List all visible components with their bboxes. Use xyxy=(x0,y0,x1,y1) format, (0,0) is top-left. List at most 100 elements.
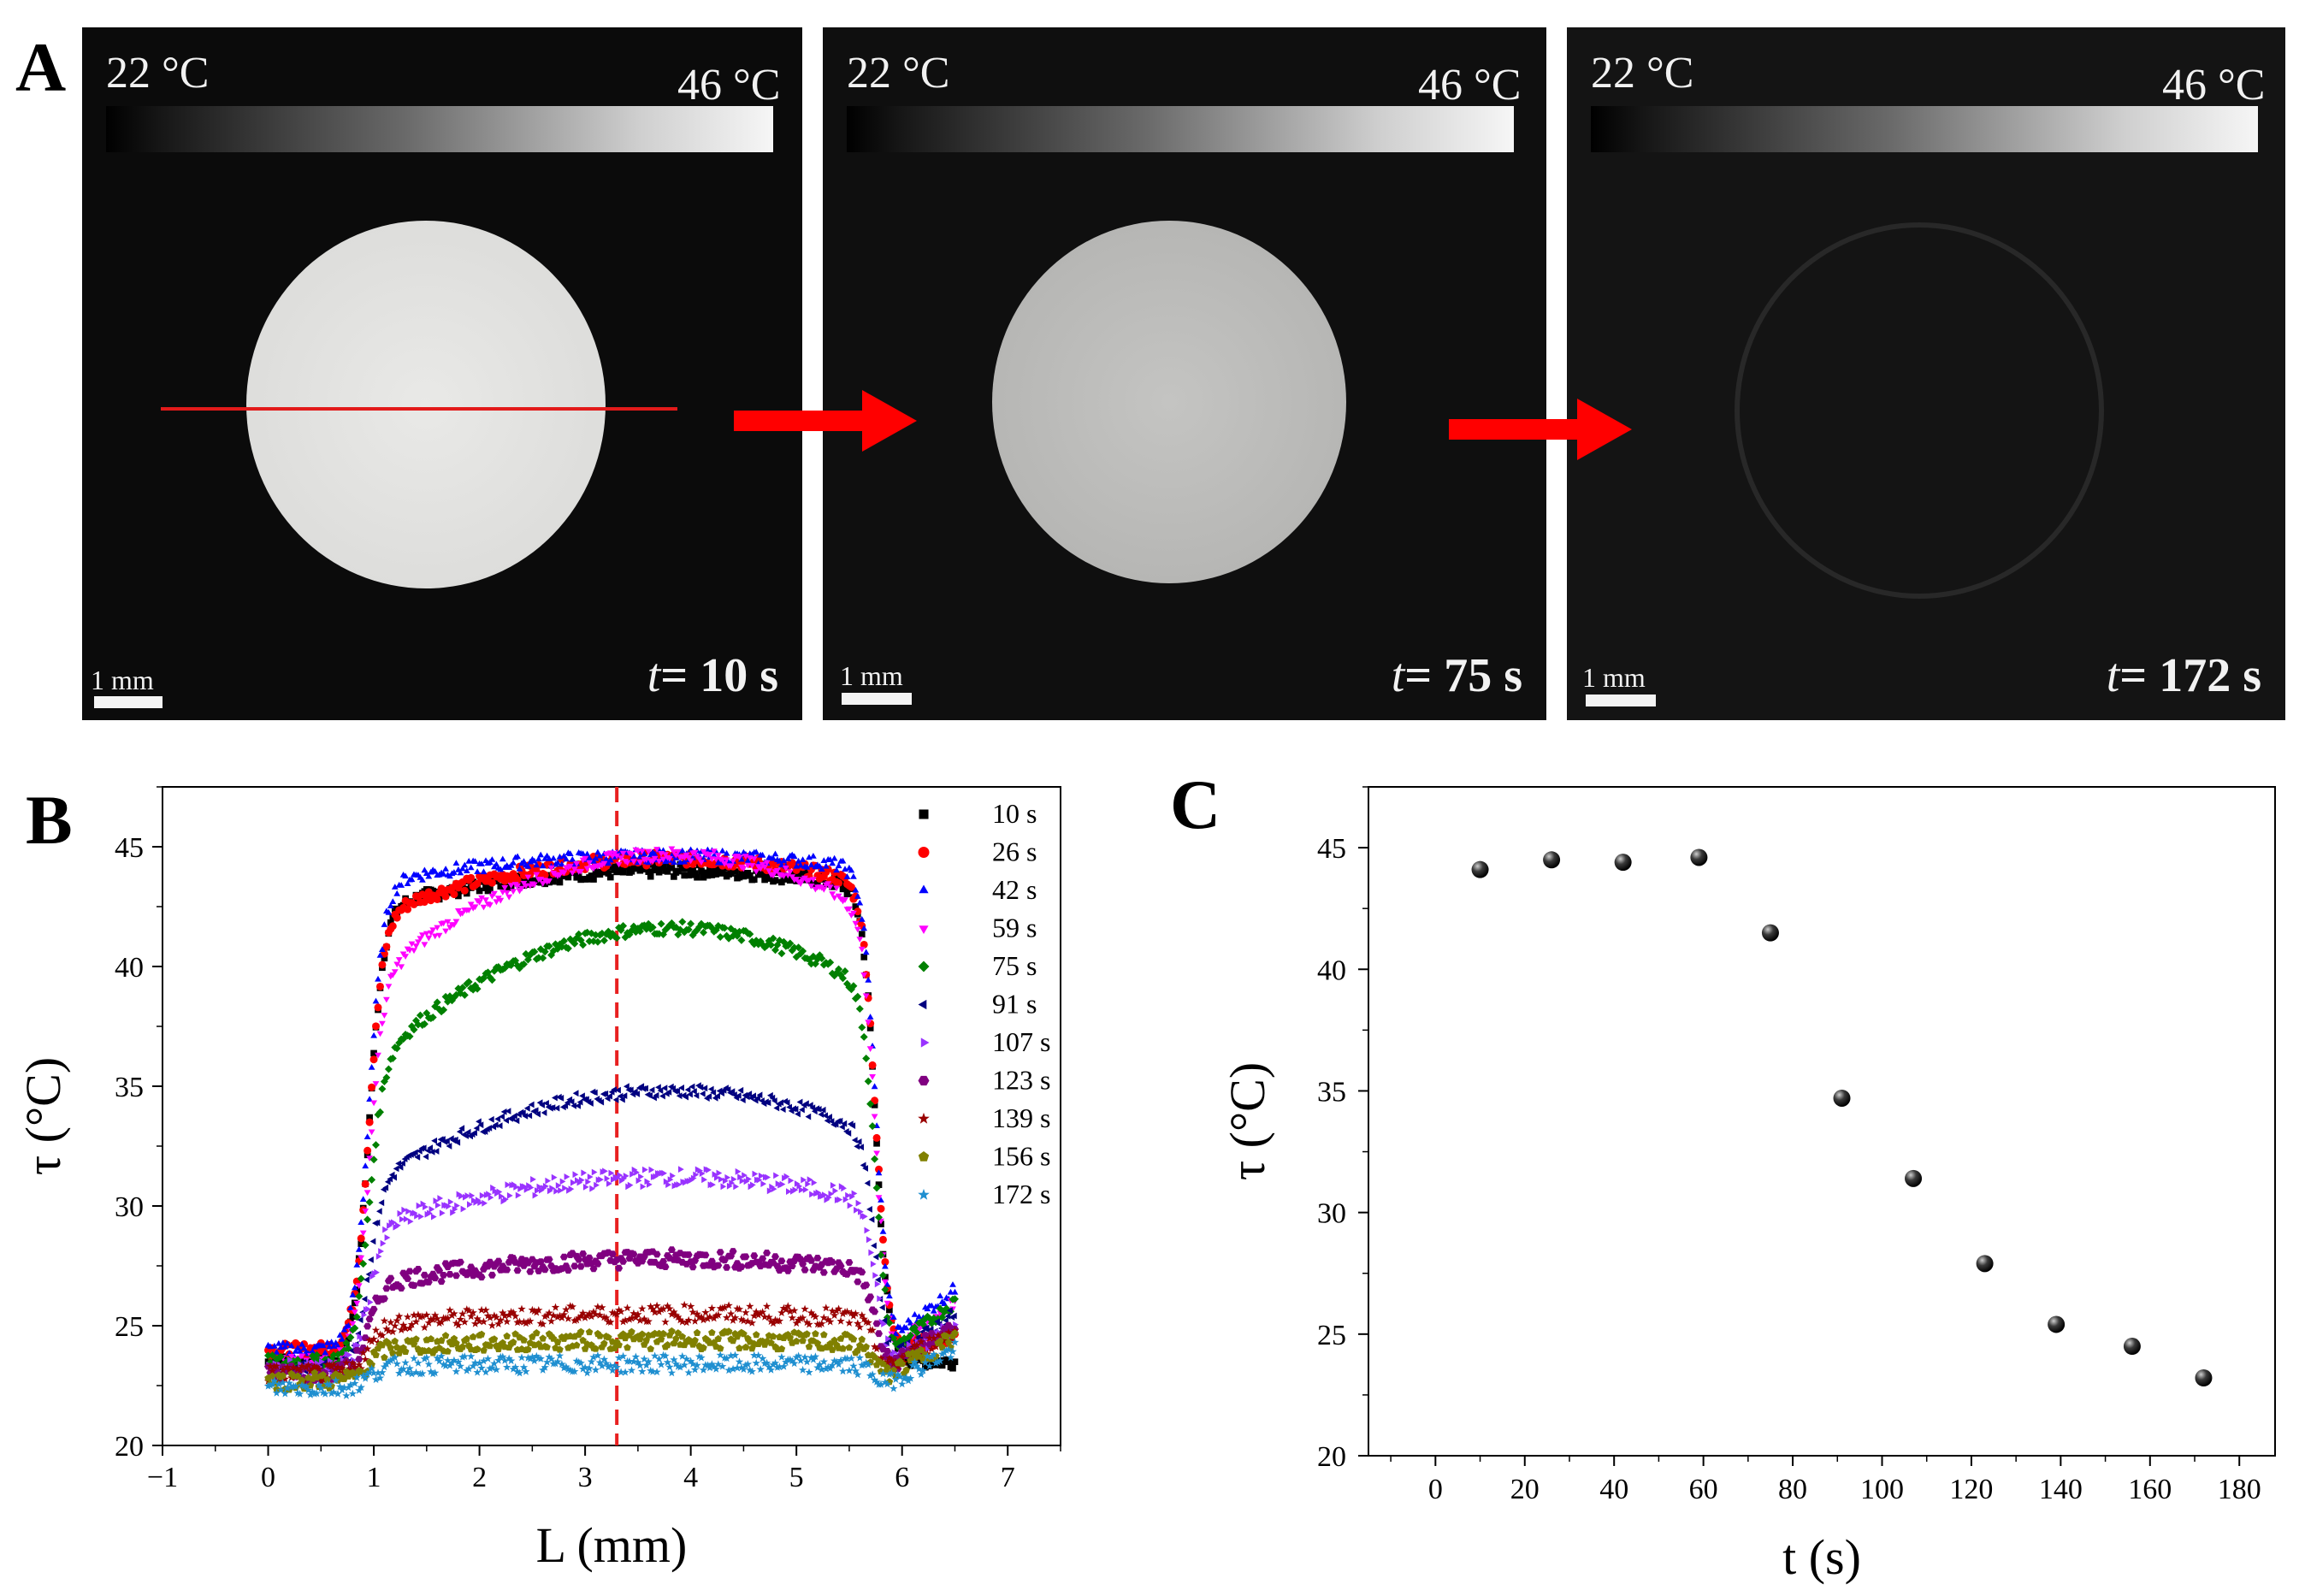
data-point xyxy=(913,1328,921,1337)
data-point xyxy=(365,1305,372,1313)
data-point xyxy=(855,1005,864,1013)
data-point xyxy=(411,948,417,955)
data-point xyxy=(706,866,713,873)
data-point xyxy=(532,1191,539,1199)
data-point xyxy=(822,1364,830,1373)
arrow-shape xyxy=(734,390,917,452)
data-point xyxy=(505,1181,511,1189)
data-point xyxy=(524,874,532,881)
data-point xyxy=(304,1361,313,1368)
data-point xyxy=(402,872,409,879)
data-point xyxy=(295,1389,304,1398)
data-point xyxy=(654,1307,664,1315)
data-point xyxy=(357,1316,363,1324)
data-point xyxy=(442,866,449,872)
data-point xyxy=(562,1363,570,1371)
data-point xyxy=(281,1389,289,1398)
data-point xyxy=(365,1336,374,1345)
data-point xyxy=(594,1351,602,1359)
data-point xyxy=(551,1173,558,1181)
data-point xyxy=(638,1367,647,1375)
data-point xyxy=(335,1382,345,1391)
data-point xyxy=(924,1305,931,1312)
data-point xyxy=(807,1353,816,1362)
data-point xyxy=(499,1113,505,1120)
data-point xyxy=(547,1355,556,1363)
data-point xyxy=(729,1364,737,1373)
data-point xyxy=(847,1354,856,1363)
data-point xyxy=(414,1154,421,1161)
data-point xyxy=(786,1188,792,1195)
data-point xyxy=(450,1356,458,1364)
data-point xyxy=(602,1090,609,1097)
data-point xyxy=(627,1366,636,1374)
data-point xyxy=(513,876,522,884)
data-point xyxy=(748,1367,756,1375)
data-point xyxy=(689,1359,697,1368)
data-point xyxy=(678,1085,684,1091)
data-point xyxy=(830,854,838,861)
data-point xyxy=(870,1342,879,1351)
data-point xyxy=(670,1308,678,1315)
data-point xyxy=(667,1246,676,1253)
data-point xyxy=(625,931,634,939)
data-point xyxy=(464,978,473,986)
data-point xyxy=(659,1092,665,1100)
arrow-shape xyxy=(1449,399,1632,460)
data-point xyxy=(938,1362,946,1369)
data-point xyxy=(678,1351,687,1360)
data-point xyxy=(949,1364,956,1372)
y-tick-label: 30 xyxy=(1317,1198,1346,1230)
data-point xyxy=(605,1333,612,1341)
time-var: t xyxy=(647,649,661,702)
data-point xyxy=(635,1177,642,1185)
data-point xyxy=(884,1300,891,1307)
data-point xyxy=(710,1181,716,1188)
data-point xyxy=(452,919,460,925)
data-point xyxy=(488,856,496,862)
data-point xyxy=(577,876,585,884)
data-point xyxy=(822,1303,830,1312)
data-point xyxy=(399,1364,408,1373)
x-tick-label: 2 xyxy=(472,1462,487,1493)
legend-marker xyxy=(919,809,929,819)
data-point xyxy=(667,919,676,927)
x-tick-label: 100 xyxy=(1860,1474,1904,1505)
data-point xyxy=(613,853,621,860)
data-point xyxy=(630,859,637,865)
data-point xyxy=(270,1376,279,1385)
data-point xyxy=(872,1184,881,1192)
data-point xyxy=(805,1343,813,1351)
data-point xyxy=(647,872,654,880)
data-point xyxy=(730,1175,737,1183)
data-point xyxy=(391,1173,397,1181)
data-point xyxy=(832,1120,839,1128)
data-point xyxy=(712,1171,718,1178)
data-point xyxy=(530,1307,539,1315)
data-point xyxy=(762,1358,771,1367)
data-point xyxy=(930,1350,938,1358)
data-point xyxy=(862,1165,868,1172)
data-point xyxy=(750,1092,756,1100)
data-point xyxy=(592,1089,598,1097)
data-point xyxy=(329,1360,338,1368)
data-point xyxy=(846,906,853,913)
data-point xyxy=(714,1360,723,1368)
data-point xyxy=(941,1300,948,1306)
legend-label: 139 s xyxy=(992,1102,1050,1133)
data-point xyxy=(771,877,779,884)
data-point xyxy=(322,1349,329,1356)
data-point xyxy=(927,1345,936,1353)
data-point xyxy=(737,1263,746,1270)
data-point xyxy=(474,868,481,874)
data-point xyxy=(701,1085,708,1092)
data-point xyxy=(473,1368,482,1376)
data-point xyxy=(450,993,458,1002)
data-point xyxy=(923,1352,932,1360)
data-point xyxy=(532,1107,539,1114)
data-point xyxy=(464,1306,473,1315)
data-point xyxy=(733,1363,742,1372)
data-point xyxy=(858,916,866,922)
data-point xyxy=(564,1173,570,1180)
data-point xyxy=(729,1179,736,1186)
